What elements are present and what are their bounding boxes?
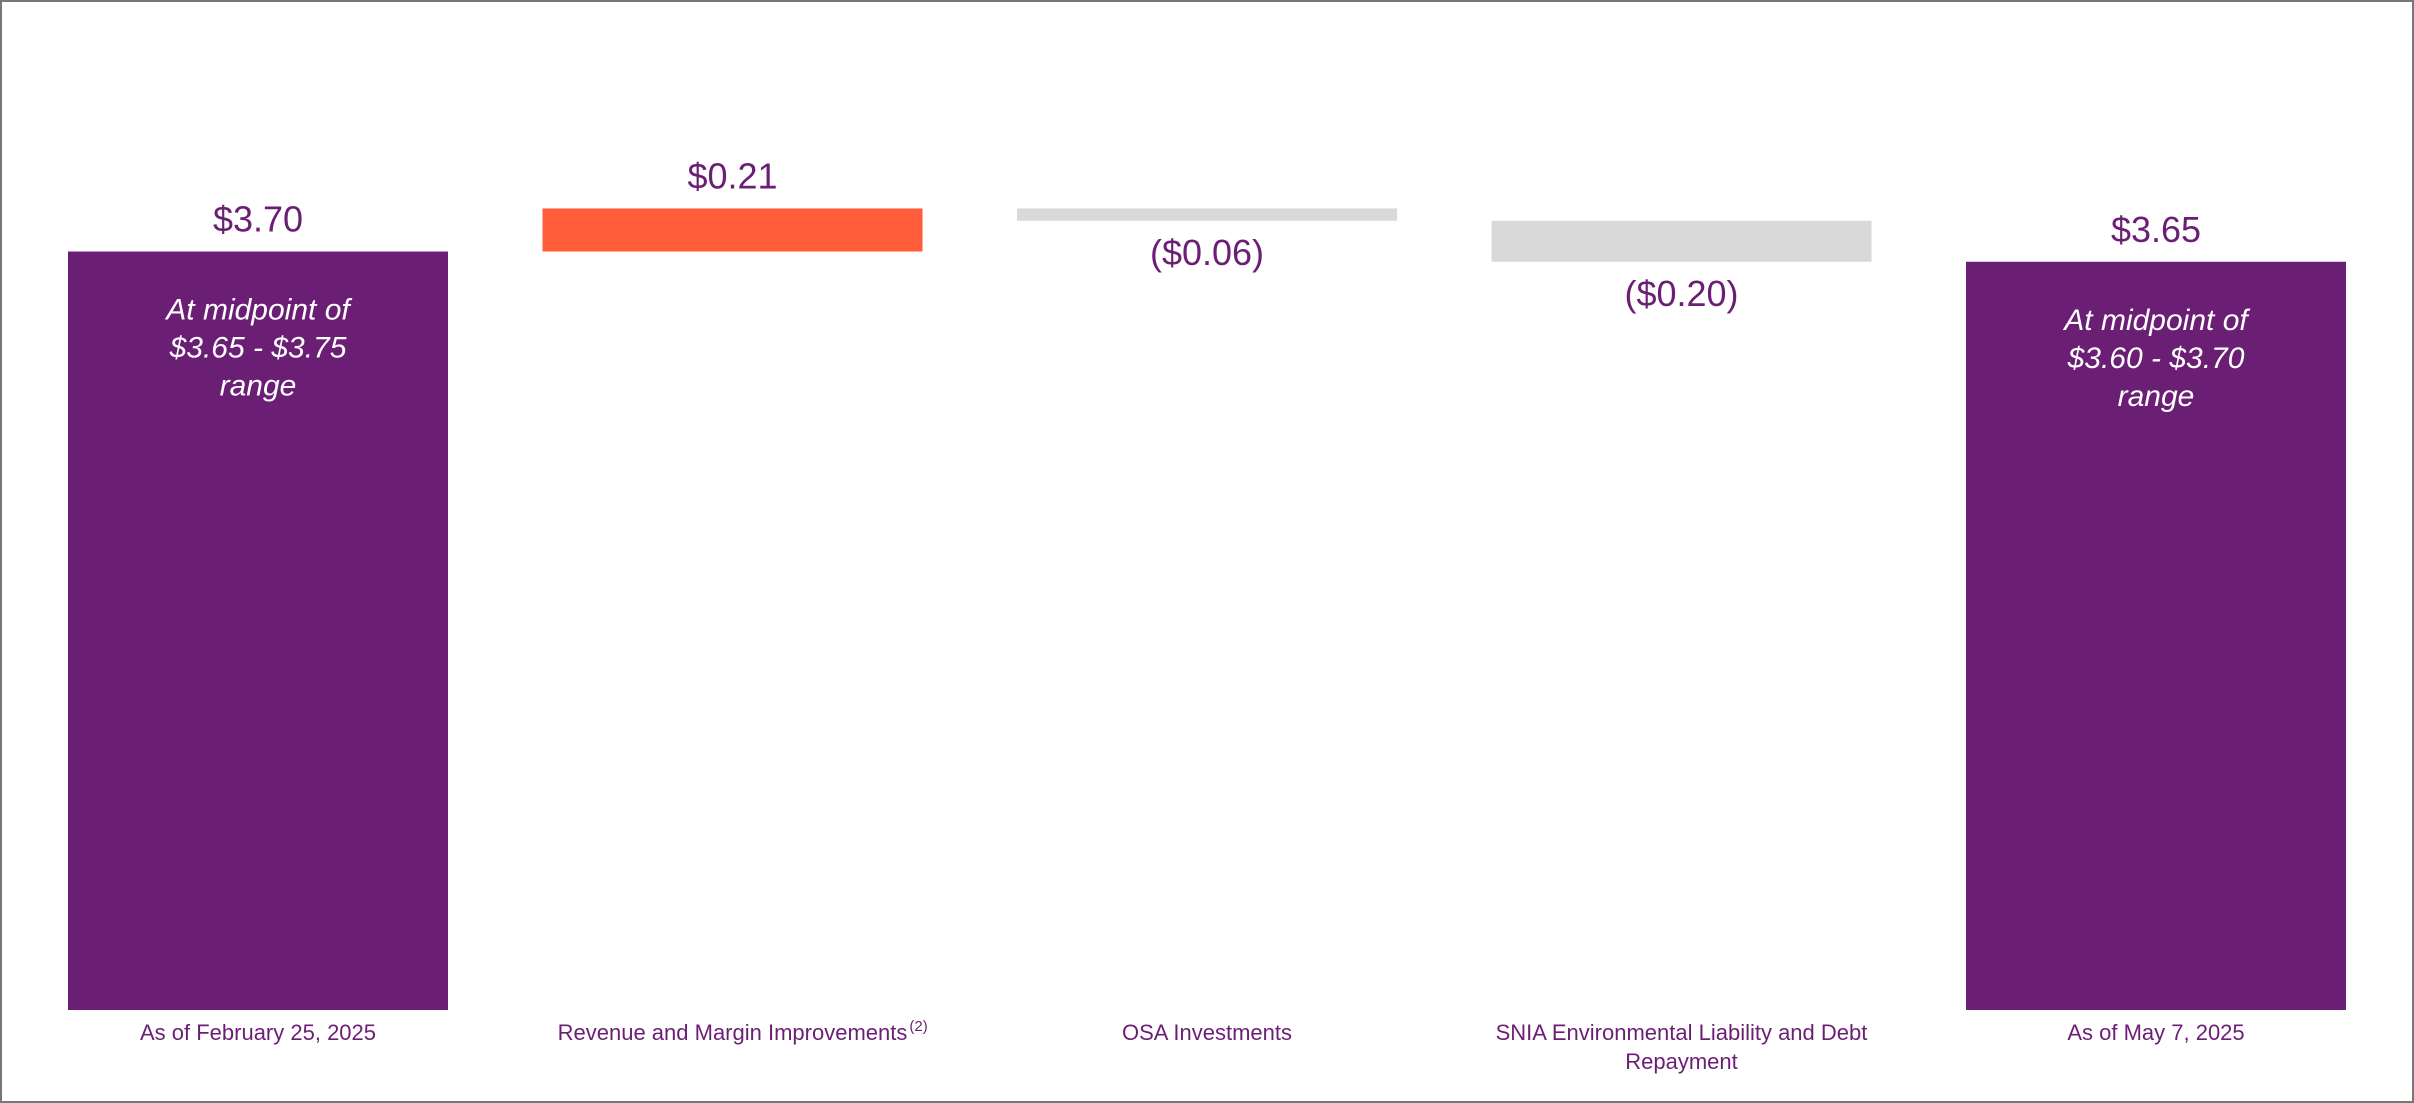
bar-note-1-line-2: $3.65 - $3.75 [169,332,347,365]
category-label-4-line-1: SNIA Environmental Liability and Debt [1496,1020,1868,1045]
data-label-5: $3.65 [2111,209,2201,250]
category-label-1: As of February 25, 2025 [140,1020,376,1045]
category-footnote-2: (2) [909,1018,927,1035]
data-label-4: ($0.20) [1624,273,1738,314]
bar-5 [1966,261,2346,1010]
data-label-1: $3.70 [213,199,303,240]
bars-layer [68,208,2346,1010]
category-label-4-line-2: Repayment [1625,1049,1738,1074]
bar-note-5-line-3: range [2118,380,2195,413]
labels-layer: $3.70 At midpoint of $3.65 - $3.75 range As … [140,155,2250,1074]
category-label-5: As of May 7, 2025 [2067,1020,2244,1045]
bar-note-5-line-1: At midpoint of [2062,304,2250,337]
data-label-2: $0.21 [687,155,777,196]
bar-4 [1491,220,1872,262]
bar-note-1-line-3: range [220,370,297,403]
bar-3 [1017,208,1397,221]
bar-1 [68,251,448,1010]
bar-note-5-line-2: $3.60 - $3.70 [2067,342,2245,375]
bar-2 [542,208,923,252]
bar-note-1-line-1: At midpoint of [164,294,352,327]
category-label-2: Revenue and Margin Improvements [558,1020,908,1045]
data-label-3: ($0.06) [1150,232,1264,273]
category-label-3: OSA Investments [1122,1020,1292,1045]
